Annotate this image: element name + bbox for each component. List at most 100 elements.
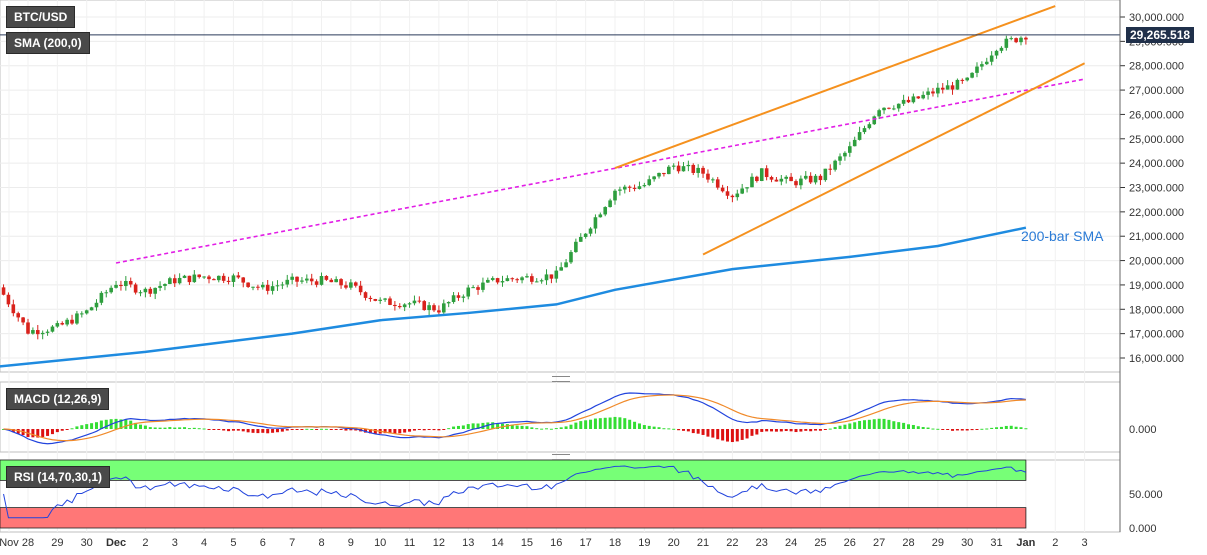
candle-body bbox=[750, 176, 754, 188]
x-tick-label: 20 bbox=[668, 537, 680, 549]
y-tick-label: 20,000.000 bbox=[1129, 256, 1184, 268]
macd-histogram-bar bbox=[554, 428, 558, 430]
macd-histogram-bar bbox=[970, 429, 974, 431]
macd-panel-frame bbox=[0, 381, 1121, 453]
candle-body bbox=[676, 165, 681, 172]
macd-histogram-bar bbox=[833, 427, 837, 429]
sma-200-line bbox=[0, 226, 1027, 368]
grid bbox=[0, 0, 1121, 533]
candle-body bbox=[662, 172, 666, 175]
macd-histogram-bar bbox=[192, 427, 196, 429]
x-tick-label: 23 bbox=[756, 537, 768, 549]
candle-body bbox=[887, 107, 891, 109]
macd-histogram-bar bbox=[911, 424, 915, 429]
rsi-line bbox=[3, 465, 1027, 519]
candle-body bbox=[251, 286, 255, 288]
macd-resize-handle[interactable] bbox=[552, 376, 570, 382]
macd-histogram-bar bbox=[31, 429, 35, 438]
macd-histogram-bar bbox=[85, 424, 89, 429]
candle-body bbox=[740, 188, 744, 194]
candle-body bbox=[955, 79, 960, 90]
macd-histogram-bar bbox=[80, 425, 84, 429]
price-panel-frame bbox=[0, 0, 1121, 373]
macd-histogram-bar bbox=[403, 429, 407, 433]
candle-body bbox=[622, 186, 627, 190]
candle-body bbox=[402, 304, 407, 308]
sma-indicator-label[interactable]: SMA (200,0) bbox=[6, 32, 90, 54]
macd-histogram-bar bbox=[985, 428, 989, 430]
x-tick-label: 12 bbox=[433, 537, 445, 549]
macd-histogram-bar bbox=[114, 418, 118, 429]
macd-histogram-bar bbox=[902, 422, 906, 429]
macd-histogram-bar bbox=[672, 428, 676, 430]
macd-histogram-bar bbox=[344, 429, 348, 431]
candle-body bbox=[207, 276, 211, 280]
candle-body bbox=[916, 96, 921, 99]
x-tick-label: 24 bbox=[785, 537, 797, 549]
candle-body bbox=[393, 304, 397, 307]
macd-line bbox=[3, 392, 1026, 445]
candle-body bbox=[432, 305, 436, 311]
price-panel[interactable] bbox=[0, 5, 1120, 368]
candle-body bbox=[94, 302, 99, 308]
x-tick-label: 13 bbox=[462, 537, 474, 549]
candle-body bbox=[422, 301, 427, 311]
macd-histogram-bar bbox=[373, 429, 377, 434]
y-tick-label: 24,000.000 bbox=[1129, 158, 1184, 170]
macd-histogram-bar bbox=[1009, 425, 1013, 429]
candle-body bbox=[921, 94, 925, 99]
macd-histogram-bar bbox=[334, 429, 338, 430]
candle-body bbox=[500, 281, 505, 283]
macd-histogram-bar bbox=[183, 427, 187, 429]
channel-lower-line bbox=[702, 62, 1086, 256]
candle-body bbox=[520, 277, 524, 281]
x-tick-label: 5 bbox=[230, 537, 236, 549]
y-tick-label: 18,000.000 bbox=[1129, 304, 1184, 316]
last-price-tag: 29,265.518 bbox=[1126, 26, 1195, 43]
candle-body bbox=[862, 128, 867, 133]
rsi-panel[interactable] bbox=[0, 459, 1027, 529]
macd-histogram-bar bbox=[618, 417, 622, 429]
candle-body bbox=[358, 285, 363, 293]
candle-body bbox=[715, 179, 720, 188]
macd-histogram-bar bbox=[442, 429, 446, 430]
rsi-label[interactable]: RSI (14,70,30,1) bbox=[6, 466, 111, 488]
x-tick-label: 19 bbox=[638, 537, 650, 549]
x-tick-label: 4 bbox=[201, 537, 207, 549]
macd-panel[interactable] bbox=[2, 392, 1028, 445]
macd-histogram-bar bbox=[559, 427, 563, 429]
macd-histogram-bar bbox=[598, 418, 602, 429]
candle-body bbox=[349, 282, 353, 288]
macd-histogram-bar bbox=[515, 425, 519, 429]
macd-histogram-bar bbox=[608, 417, 612, 429]
candle-body bbox=[539, 280, 544, 282]
x-tick-label: 16 bbox=[550, 537, 562, 549]
macd-histogram-bar bbox=[848, 423, 852, 429]
candle-body bbox=[1004, 38, 1009, 48]
macd-histogram-bar bbox=[368, 429, 372, 434]
candle-body bbox=[515, 279, 519, 281]
macd-histogram-bar bbox=[41, 429, 45, 437]
candle-body bbox=[759, 168, 764, 181]
macd-histogram-bar bbox=[779, 429, 783, 432]
macd-histogram-bar bbox=[236, 429, 240, 431]
macd-histogram-bar bbox=[290, 429, 294, 430]
macd-histogram-bar bbox=[50, 429, 54, 435]
macd-histogram-bar bbox=[657, 427, 661, 429]
macd-histogram-bar bbox=[173, 427, 177, 429]
symbol-label[interactable]: BTC/USD bbox=[6, 6, 76, 28]
rsi-resize-handle[interactable] bbox=[552, 454, 570, 460]
candle-body bbox=[823, 168, 828, 181]
candle-body bbox=[711, 179, 715, 181]
macd-label[interactable]: MACD (12,26,9) bbox=[6, 388, 110, 410]
candle-body bbox=[931, 91, 935, 94]
macd-histogram-bar bbox=[305, 428, 309, 430]
y-tick-label: 22,000.000 bbox=[1129, 207, 1184, 219]
candle-body bbox=[613, 190, 617, 201]
macd-histogram-bar bbox=[525, 426, 529, 429]
x-tick-label: 22 bbox=[726, 537, 738, 549]
candle-body bbox=[407, 303, 412, 305]
macd-histogram-bar bbox=[75, 426, 79, 429]
candle-body bbox=[671, 165, 676, 167]
